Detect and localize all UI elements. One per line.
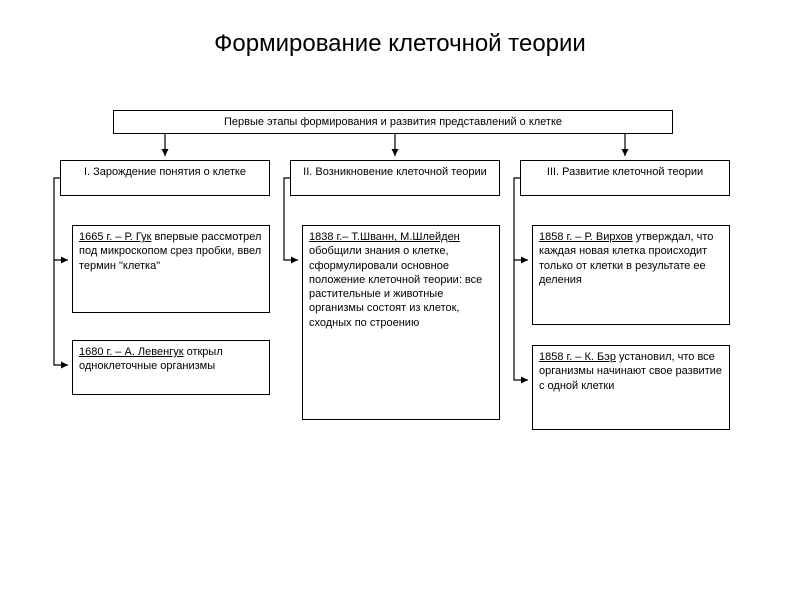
c2-box1: 1838 г.– Т.Шванн, М.Шлейден обобщили зна… <box>302 225 500 420</box>
c2-box1-rest: обобщили знания о клетке, сформулировали… <box>309 245 482 328</box>
c1-box1: 1665 г. – Р. Гук впервые рассмотрел под … <box>72 225 270 313</box>
c3-box1: 1858 г. – Р. Вирхов утверждал, что кажда… <box>532 225 730 325</box>
col2-header: II. Возникновение клеточной теории <box>290 160 500 196</box>
c1-box2-lead: 1680 г. – А. Левенгук <box>79 346 184 358</box>
col2-header-text: II. Возникновение клеточной теории <box>303 166 487 178</box>
c1-box1-lead: 1665 г. – Р. Гук <box>79 231 151 243</box>
c3-box2-lead: 1858 г. – К. Бэр <box>539 351 616 363</box>
col3-header: III. Развитие клеточной теории <box>520 160 730 196</box>
c3-box2: 1858 г. – К. Бэр установил, что все орга… <box>532 345 730 430</box>
c1-box2: 1680 г. – А. Левенгук открыл одноклеточн… <box>72 340 270 395</box>
c2-box1-lead: 1838 г.– Т.Шванн, М.Шлейден <box>309 231 460 243</box>
col1-header: I. Зарождение понятия о клетке <box>60 160 270 196</box>
col1-header-text: I. Зарождение понятия о клетке <box>84 166 246 178</box>
page-title: Формирование клеточной теории <box>0 0 800 58</box>
top-box-text: Первые этапы формирования и развития пре… <box>224 116 562 128</box>
col3-header-text: III. Развитие клеточной теории <box>547 166 703 178</box>
c3-box1-lead: 1858 г. – Р. Вирхов <box>539 231 633 243</box>
top-box: Первые этапы формирования и развития пре… <box>113 110 673 134</box>
